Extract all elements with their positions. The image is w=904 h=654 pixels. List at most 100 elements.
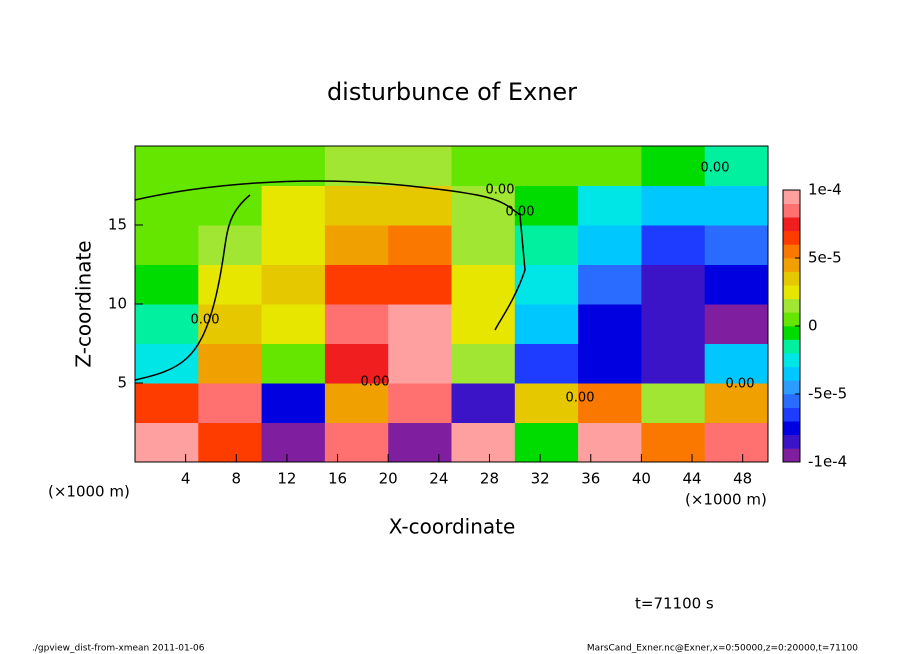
colorbar-band	[783, 230, 800, 245]
x-tick-label: 44	[682, 470, 701, 488]
field-cell	[451, 304, 516, 344]
field-cell	[641, 383, 706, 423]
field-cell	[135, 185, 199, 226]
field-cell	[198, 383, 263, 423]
field-cell	[514, 383, 579, 423]
field-cell	[451, 422, 516, 463]
field-cell	[388, 422, 452, 463]
field-cell	[135, 264, 199, 305]
field-cell	[324, 343, 389, 384]
colorbar-band	[783, 244, 800, 259]
field-cell	[261, 146, 326, 186]
field-cell	[198, 264, 263, 305]
contour-label: 0.00	[566, 391, 595, 406]
field-cell	[135, 383, 199, 423]
field-cell	[578, 264, 642, 305]
field-cell	[261, 383, 326, 423]
colorbar-band	[783, 353, 800, 368]
field-cell	[324, 225, 389, 265]
field-cell	[578, 304, 642, 344]
field-cell	[388, 146, 452, 186]
contour-label: 0.00	[506, 205, 535, 220]
field-cell	[641, 264, 706, 305]
field-cell	[135, 422, 199, 463]
field-cell	[641, 304, 706, 344]
field-cell	[578, 185, 642, 226]
colorbar-band	[783, 434, 800, 449]
field-cell	[704, 304, 769, 344]
field-cell	[261, 343, 326, 384]
field-cell	[514, 304, 579, 344]
contour-label: 0.00	[486, 183, 515, 198]
field-cell	[198, 146, 263, 186]
field-cell	[704, 383, 769, 423]
field-cell	[704, 264, 769, 305]
y-tick-label: 10	[108, 295, 127, 313]
contour-label: 0.00	[726, 377, 755, 392]
x-tick-label: 24	[429, 470, 448, 488]
zero-contour	[134, 180, 526, 381]
field-cell	[514, 343, 579, 384]
field-cell	[704, 422, 769, 463]
x-tick-label: 32	[531, 470, 550, 488]
field-cell	[324, 422, 389, 463]
field-cell	[451, 225, 516, 265]
colorbar-band	[783, 326, 800, 340]
field-cell	[451, 146, 516, 186]
colorbar-band	[783, 285, 800, 300]
field-cell	[641, 185, 706, 226]
field-cell	[641, 146, 706, 186]
field-cell	[324, 264, 389, 305]
field-cell	[261, 225, 326, 265]
colorbar-band	[783, 190, 800, 204]
x-units: (×1000 m)	[685, 491, 767, 509]
colorbar-tick-label: 0	[808, 317, 818, 335]
colorbar-band	[783, 421, 800, 436]
colorbar-tick-label: 1e-4	[808, 181, 842, 199]
field-cell	[514, 422, 579, 463]
contour-label: 0.00	[361, 375, 390, 390]
x-tick-label: 40	[632, 470, 651, 488]
field-cell	[388, 383, 452, 423]
colorbar-band	[783, 339, 800, 354]
colorbar-band	[783, 312, 800, 327]
colorbar-band	[783, 271, 800, 286]
contour-label: 0.00	[701, 161, 730, 176]
field-cell	[198, 422, 263, 463]
y-axis-label: Z-coordinate	[72, 240, 96, 367]
time-label: t=71100 s	[635, 595, 714, 613]
field-cell	[641, 422, 706, 463]
field-cell	[135, 146, 199, 186]
field-cell	[198, 225, 263, 265]
x-tick-label: 12	[277, 470, 296, 488]
field-cell	[261, 422, 326, 463]
colorbar-band	[783, 448, 800, 463]
contour-label: 0.00	[191, 313, 220, 328]
field-cell	[514, 185, 579, 226]
field-cell	[388, 343, 452, 384]
x-tick-label: 4	[181, 470, 191, 488]
y-tick-label: 15	[108, 216, 127, 234]
field-cell	[324, 185, 389, 226]
field-cell	[135, 225, 199, 265]
footer-left: ./gpview_dist-from-xmean 2011-01-06	[32, 644, 205, 654]
field-cell	[578, 146, 642, 186]
colorbar-band	[783, 298, 800, 313]
colorbar-band	[783, 258, 800, 272]
field-cell	[578, 343, 642, 384]
field-cell	[514, 225, 579, 265]
field-cell	[198, 304, 263, 344]
field-cell	[135, 304, 199, 344]
field-cell	[451, 383, 516, 423]
field-cell	[261, 264, 326, 305]
field-cell	[578, 383, 642, 423]
field-cell	[198, 185, 263, 226]
field-cell	[261, 185, 326, 226]
footer-right: MarsCand_Exner.nc@Exner,x=0:50000,z=0:20…	[587, 644, 858, 654]
colorbar-tick-label: 5e-5	[808, 249, 842, 267]
colorbar-tick-label: -5e-5	[808, 385, 847, 403]
x-tick-label: 8	[232, 470, 242, 488]
field-cell	[704, 343, 769, 384]
y-units: (×1000 m)	[48, 483, 130, 501]
field-cell	[198, 343, 263, 384]
